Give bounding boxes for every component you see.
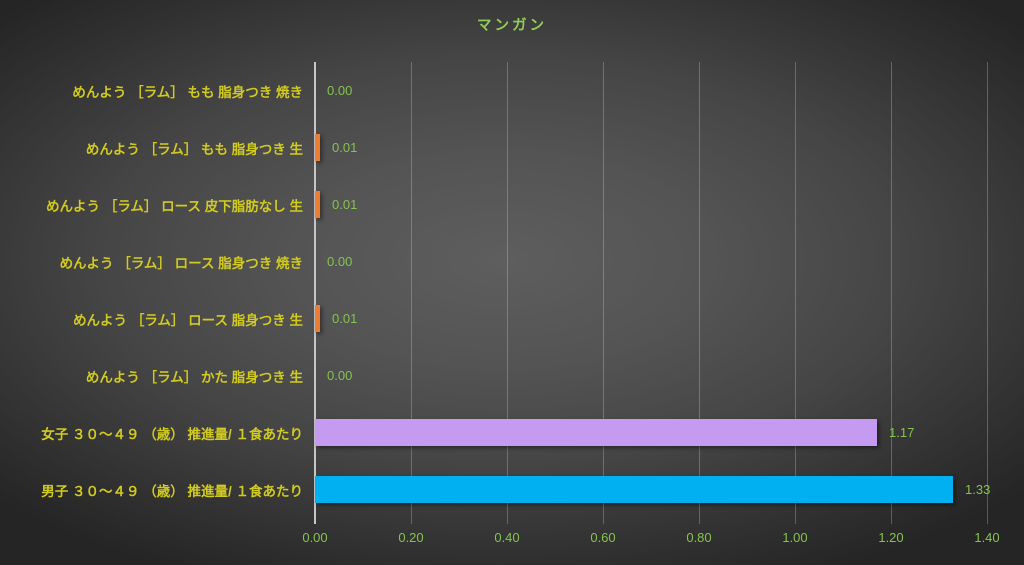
vertical-gridline — [411, 62, 412, 518]
y-axis-line — [314, 62, 316, 524]
x-axis-tick-mark — [795, 518, 796, 524]
x-axis-tick-label: 0.40 — [494, 530, 520, 545]
plot-area: 0.00 0.01 0.01 0.00 0.01 0.00 1.17 1.33 — [314, 62, 991, 524]
x-axis-tick-mark — [699, 518, 700, 524]
x-axis: 0.00 0.20 0.40 0.60 0.80 1.00 1.20 1.40 — [302, 518, 1000, 558]
x-axis-tick-mark — [603, 518, 604, 524]
vertical-gridline — [987, 62, 988, 518]
bar-4 — [315, 305, 320, 332]
category-label: めんよう ［ラム］ ロース 脂身つき 焼き — [59, 255, 303, 271]
x-axis-tick-label: 0.60 — [590, 530, 616, 545]
data-label: 1.33 — [965, 482, 991, 497]
x-axis-tick-label: 1.20 — [878, 530, 904, 545]
category-label: めんよう ［ラム］ もも 脂身つき 生 — [85, 141, 303, 157]
bar-1 — [315, 134, 320, 161]
x-axis-tick-label: 0.80 — [686, 530, 712, 545]
vertical-gridline — [795, 62, 796, 518]
data-label: 0.00 — [327, 254, 353, 269]
x-axis-tick-label: 1.40 — [974, 530, 1000, 545]
category-label: めんよう ［ラム］ ロース 皮下脂肪なし 生 — [46, 198, 303, 214]
data-label: 0.01 — [332, 140, 358, 155]
x-axis-tick-mark — [891, 518, 892, 524]
bar-7 — [315, 476, 953, 503]
data-label: 0.00 — [327, 83, 353, 98]
category-label: 女子 ３０～４９ （歳） 推進量/ １食あたり — [41, 426, 303, 442]
x-axis-tick-mark — [507, 518, 508, 524]
data-label: 0.01 — [332, 311, 358, 326]
category-axis-labels: めんよう ［ラム］ もも 脂身つき 焼き めんよう ［ラム］ もも 脂身つき 生め… — [0, 62, 303, 518]
bar-2 — [315, 191, 320, 218]
vertical-gridline — [507, 62, 508, 518]
x-axis-tick-mark — [411, 518, 412, 524]
category-label: めんよう ［ラム］ もも 脂身つき 焼き — [72, 84, 303, 100]
x-axis-tick-mark — [987, 518, 988, 524]
category-label: めんよう ［ラム］ ロース 脂身つき 生 — [73, 312, 303, 328]
category-label: 男子 ３０～４９ （歳） 推進量/ １食あたり — [41, 483, 303, 499]
vertical-gridline — [891, 62, 892, 518]
category-label: めんよう ［ラム］ かた 脂身つき 生 — [85, 369, 303, 385]
chart-title: マンガン — [477, 18, 547, 34]
vertical-gridline — [699, 62, 700, 518]
x-axis-tick-label: 0.00 — [302, 530, 328, 545]
data-label: 0.00 — [327, 368, 353, 383]
vertical-gridline — [603, 62, 604, 518]
x-axis-tick-label: 1.00 — [782, 530, 808, 545]
data-label: 1.17 — [889, 425, 915, 440]
x-axis-tick-label: 0.20 — [398, 530, 424, 545]
data-label: 0.01 — [332, 197, 358, 212]
bar-6 — [315, 419, 877, 446]
